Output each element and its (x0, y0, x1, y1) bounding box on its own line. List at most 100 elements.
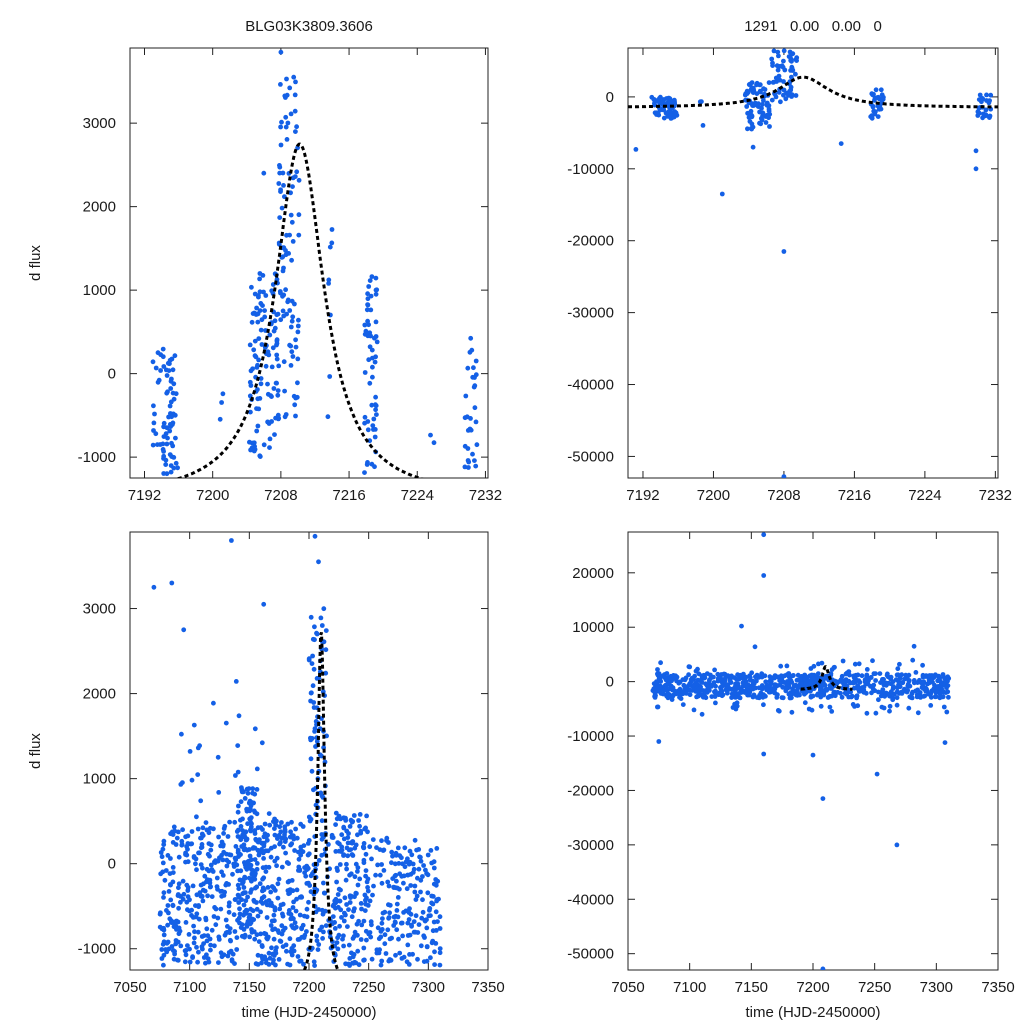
data-point (236, 851, 242, 857)
data-point (827, 704, 833, 710)
data-point (392, 919, 398, 925)
data-point (288, 212, 294, 218)
data-point (251, 347, 257, 353)
data-point (365, 302, 370, 307)
data-point (407, 952, 412, 957)
data-point (239, 933, 245, 939)
data-point (412, 837, 418, 843)
data-point (247, 853, 253, 859)
data-point (264, 915, 270, 920)
data-point (198, 862, 204, 867)
data-point (709, 694, 715, 699)
data-point (824, 673, 829, 679)
data-point (372, 359, 378, 365)
data-point (244, 786, 250, 792)
data-point (894, 842, 900, 848)
data-point (468, 416, 473, 421)
data-point (420, 909, 426, 915)
data-point (254, 787, 260, 792)
data-point (283, 124, 289, 130)
data-point (914, 694, 920, 700)
data-point (300, 922, 306, 928)
data-point (774, 695, 780, 700)
data-point (766, 103, 772, 108)
data-point (182, 959, 188, 965)
data-point (323, 670, 329, 676)
data-point (282, 829, 288, 835)
data-point (900, 689, 906, 695)
data-point (472, 458, 477, 463)
data-point (872, 111, 878, 117)
data-point (778, 663, 784, 669)
data-point (253, 871, 258, 876)
data-point (888, 674, 894, 680)
data-point (282, 824, 288, 830)
data-point (289, 349, 295, 355)
data-point (776, 53, 781, 59)
data-point (420, 897, 425, 903)
data-point (873, 678, 878, 683)
data-point (864, 672, 870, 678)
data-point (976, 105, 982, 111)
data-point (377, 847, 383, 852)
data-point (781, 474, 787, 478)
data-point (422, 935, 427, 940)
data-point (200, 865, 205, 871)
data-point (283, 114, 289, 120)
data-point (754, 672, 760, 678)
data-point (193, 861, 198, 867)
data-point (874, 771, 880, 777)
data-point (301, 843, 307, 848)
data-point (402, 864, 408, 870)
data-point (160, 941, 166, 947)
data-point (924, 686, 929, 692)
data-point (164, 441, 170, 447)
data-point (748, 125, 754, 131)
data-point (209, 927, 215, 933)
data-point (341, 852, 347, 857)
data-point (903, 672, 909, 678)
data-point (165, 903, 171, 908)
data-point (247, 439, 252, 445)
data-point (157, 442, 163, 447)
data-point (413, 913, 419, 919)
data-point (254, 861, 260, 866)
data-point (232, 929, 238, 934)
data-point (165, 939, 171, 945)
data-point (406, 962, 412, 967)
data-point (411, 866, 417, 872)
data-point (163, 431, 169, 437)
y-tick-label: -10000 (567, 161, 614, 178)
data-point (151, 420, 157, 426)
data-point (169, 944, 175, 949)
chart-top-left: -1000 0 1000 2000 3000 7192 7200 7208 7216 7224 72… (27, 47, 502, 504)
data-point (775, 67, 781, 73)
data-point (232, 819, 238, 825)
data-point (859, 673, 865, 679)
data-point (337, 862, 343, 867)
data-point (944, 709, 950, 715)
data-point (661, 115, 667, 121)
data-point (345, 840, 351, 846)
data-point (267, 445, 272, 450)
data-point (391, 923, 397, 928)
data-point (302, 870, 307, 876)
data-point (208, 842, 214, 848)
data-point (437, 914, 443, 920)
y-tick-label: 2000 (83, 199, 116, 216)
x-tick-label: 7350 (471, 979, 504, 996)
data-point (747, 675, 753, 680)
data-point (390, 876, 396, 881)
data-point (274, 337, 280, 343)
y-tick-label: 2000 (83, 686, 116, 703)
data-point (180, 780, 185, 785)
data-point (192, 929, 197, 935)
data-point (788, 68, 793, 73)
data-point (674, 678, 679, 684)
data-point (405, 933, 411, 938)
data-point (254, 305, 259, 311)
data-point (189, 913, 194, 918)
data-point (293, 337, 298, 343)
data-point (266, 421, 272, 426)
